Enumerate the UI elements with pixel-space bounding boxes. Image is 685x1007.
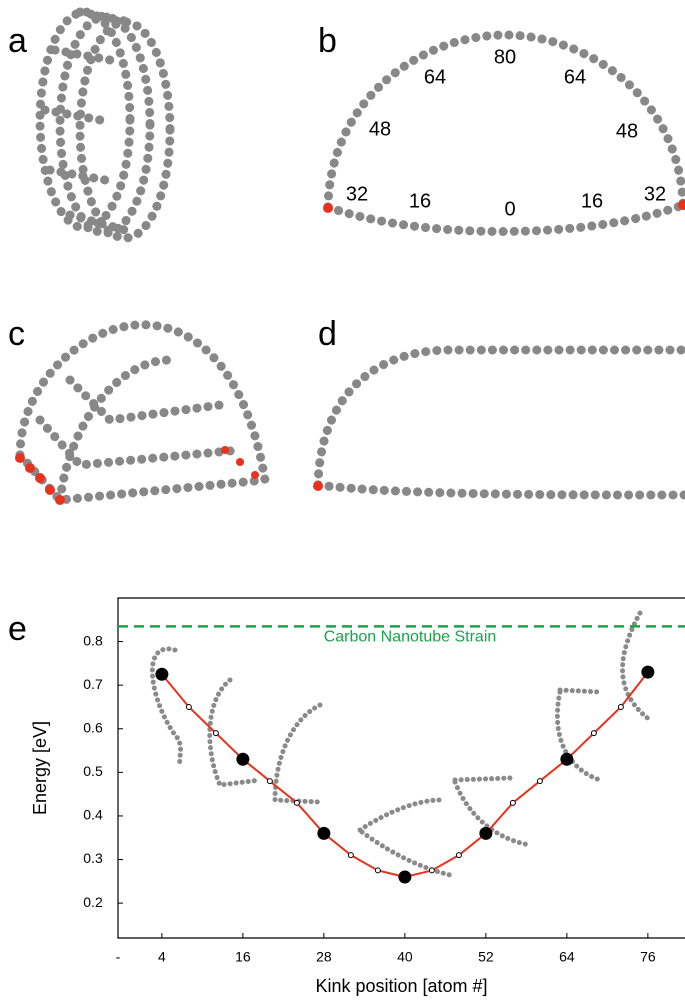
point-large [317,826,331,840]
point-small [455,852,462,859]
x-tick-label: 64 [559,949,575,965]
y-tick-label: 0.6 [83,719,103,735]
atom-label: 48 [369,118,391,140]
x-axis-label: Kink position [atom #] [315,976,487,996]
point-large [560,752,574,766]
point-small [428,867,435,874]
nanotube-a [35,7,175,243]
point-small [590,730,597,737]
y-tick-label: 0.7 [83,676,103,692]
axis-frame [117,597,685,939]
panel-letter: b [318,22,337,60]
x-tick-label: - [116,949,121,965]
y-tick-label: 0.4 [83,807,103,823]
atom-label: 64 [564,66,586,88]
point-small [185,703,192,710]
x-tick-label: 52 [478,949,494,965]
panel-letter: e [8,610,27,648]
y-axis-label: Energy [eV] [30,721,50,815]
point-large [479,826,493,840]
point-small [374,867,381,874]
atom-label: 16 [581,190,603,212]
y-tick-label: 0.3 [83,850,103,866]
atom-label: 64 [424,66,446,88]
point-small [266,778,273,785]
nanotube-c [15,320,270,505]
point-large [155,667,169,681]
point-large [641,665,655,679]
x-tick-label: 16 [235,949,251,965]
reference-label: Carbon Nanotube Strain [324,628,497,645]
atom-label: 32 [346,183,368,205]
atom-label: 32 [644,183,666,205]
x-tick-label: 28 [316,949,332,965]
atom-label: 16 [409,190,431,212]
point-small [536,778,543,785]
point-small [293,799,300,806]
ring-d [313,345,685,500]
x-tick-label: 76 [640,949,656,965]
energy-line [161,671,649,879]
y-tick-label: 0.5 [83,763,103,779]
point-small [212,730,219,737]
panel-letter: c [8,315,25,353]
panel-letter: d [318,315,337,353]
atom-label: 48 [616,120,638,142]
point-small [617,703,624,710]
y-tick-label: 0.8 [83,632,103,648]
point-small [347,852,354,859]
y-tick-label: 0.2 [83,894,103,910]
point-small [509,799,516,806]
atom-label: 0 [504,198,515,220]
x-tick-label: 4 [158,949,166,965]
x-tick-label: 40 [397,949,413,965]
panel-letter: a [8,22,27,60]
point-large [398,870,412,884]
ring-b [323,30,685,236]
point-large [236,752,250,766]
atom-label: 80 [494,46,516,68]
